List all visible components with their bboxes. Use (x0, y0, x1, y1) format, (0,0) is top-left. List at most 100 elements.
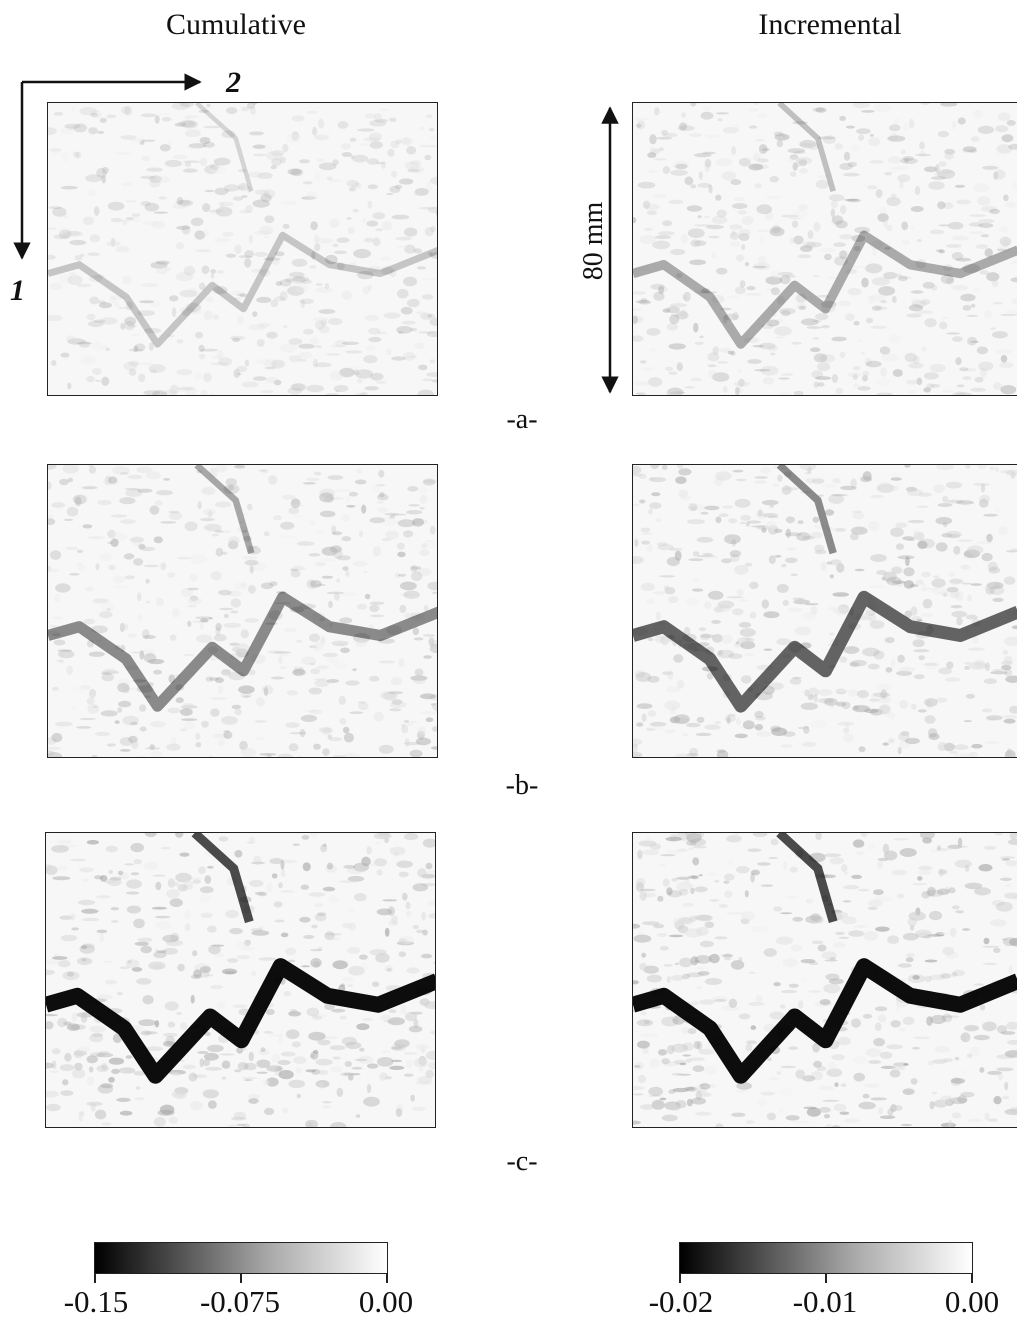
speckle (407, 166, 425, 174)
speckle (232, 196, 244, 201)
speckle (51, 845, 69, 853)
speckle (713, 555, 718, 559)
speckle (756, 730, 772, 738)
speckle (687, 883, 694, 888)
speckle (233, 582, 249, 590)
speckle (790, 573, 798, 577)
speckle (403, 530, 414, 538)
speckle (910, 606, 918, 616)
speckle (735, 478, 747, 482)
speckle (428, 206, 437, 214)
speckle (428, 637, 435, 647)
speckle (178, 120, 196, 128)
speckle (820, 561, 827, 572)
speckle (750, 1025, 757, 1030)
speckle (238, 183, 249, 191)
speckle (809, 961, 819, 966)
speckle (307, 1121, 313, 1127)
speckle (733, 123, 740, 128)
speckle (912, 975, 920, 980)
speckle (882, 571, 897, 582)
speckle (662, 878, 670, 887)
speckle (334, 592, 340, 601)
speckle (875, 189, 883, 198)
speckle (833, 1103, 847, 1112)
speckle (251, 268, 264, 273)
speckle (258, 957, 277, 961)
speckle (58, 650, 75, 659)
speckle (297, 358, 308, 362)
speckle (132, 679, 147, 683)
speckle (677, 125, 695, 132)
speckle (302, 482, 316, 485)
speckle (880, 300, 887, 304)
speckle (1005, 860, 1017, 867)
speckle (71, 686, 87, 693)
speckle (161, 117, 172, 122)
speckle (418, 1068, 424, 1072)
speckle (428, 913, 435, 919)
speckle (658, 147, 664, 152)
speckle (391, 1059, 402, 1063)
speckle (150, 721, 166, 728)
speckle (654, 635, 666, 643)
speckle (72, 1068, 86, 1079)
speckle (315, 320, 326, 330)
speckle (649, 134, 657, 145)
speckle (868, 137, 881, 147)
speckle (1009, 705, 1017, 714)
speckle (205, 296, 214, 303)
speckle (292, 275, 306, 285)
speckle (687, 1028, 697, 1035)
speckle (62, 1079, 69, 1086)
speckle (217, 350, 224, 360)
speckle (58, 960, 71, 968)
speckle (145, 578, 150, 584)
speckle (252, 153, 267, 157)
speckle (111, 920, 119, 923)
speckle (142, 220, 159, 226)
speckle (753, 262, 771, 270)
speckle (396, 941, 415, 946)
speckle (1006, 309, 1017, 314)
speckle (684, 176, 694, 186)
speckle (648, 1094, 662, 1097)
speckle (1001, 664, 1012, 671)
speckle (404, 738, 410, 747)
speckle (860, 476, 872, 483)
speckle (271, 149, 285, 157)
speckle (276, 591, 287, 594)
speckle (175, 833, 184, 838)
speckle (1005, 469, 1017, 476)
speckle (48, 518, 56, 525)
speckle (878, 704, 891, 715)
speckle (738, 622, 752, 628)
speckle (635, 672, 652, 682)
speckle (687, 519, 705, 525)
speckle (785, 516, 796, 524)
speckle (670, 169, 688, 176)
speckle (420, 953, 433, 959)
speckle (119, 737, 134, 746)
speckle (96, 1065, 109, 1072)
speckle (904, 737, 920, 745)
speckle (116, 1097, 131, 1102)
speckle (890, 193, 897, 198)
speckle (237, 315, 244, 325)
speckle (179, 1022, 188, 1031)
speckle (943, 202, 954, 210)
speckle (817, 494, 825, 497)
speckle (837, 1036, 851, 1046)
speckle (831, 1054, 845, 1061)
speckle (954, 1056, 960, 1061)
speckle (266, 1077, 279, 1087)
speckle (331, 525, 337, 535)
speckle (66, 230, 83, 237)
speckle (862, 375, 868, 382)
speckle (1005, 675, 1017, 683)
speckle (211, 533, 220, 537)
speckle (238, 685, 255, 694)
speckle (766, 1112, 776, 1121)
speckle (675, 273, 683, 278)
speckle (658, 286, 668, 292)
